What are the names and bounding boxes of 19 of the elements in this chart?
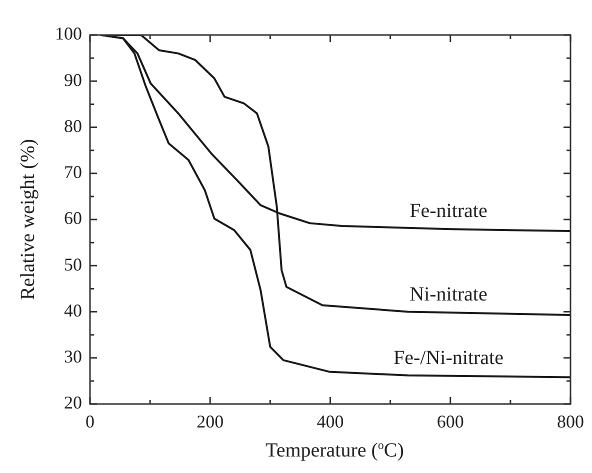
y-tick-label: 90 — [64, 70, 82, 90]
y-axis-title: Relative weight (%) — [16, 138, 40, 300]
x-tick-label: 800 — [557, 412, 584, 432]
series-label: Ni-nitrate — [410, 284, 488, 306]
y-tick-label: 30 — [64, 346, 82, 367]
x-tick-label: 400 — [316, 412, 344, 432]
series-label: Fe-nitrate — [410, 200, 488, 222]
x-axis-title: Temperature ($^{o}$C) — [266, 438, 404, 463]
y-tick-label: 100 — [55, 24, 82, 44]
y-tick-label: 20 — [64, 392, 82, 413]
y-tick-label: 50 — [64, 254, 82, 274]
y-tick-label: 60 — [64, 208, 82, 228]
series-label: Fe-/Ni-nitrate — [394, 346, 504, 369]
y-tick-label: 70 — [64, 162, 82, 182]
x-tick-label: 600 — [436, 412, 464, 432]
y-tick-label: 40 — [64, 300, 82, 320]
x-tick-label: 0 — [86, 412, 94, 432]
y-tick-label: 80 — [64, 116, 82, 136]
x-tick-label: 200 — [196, 412, 224, 432]
